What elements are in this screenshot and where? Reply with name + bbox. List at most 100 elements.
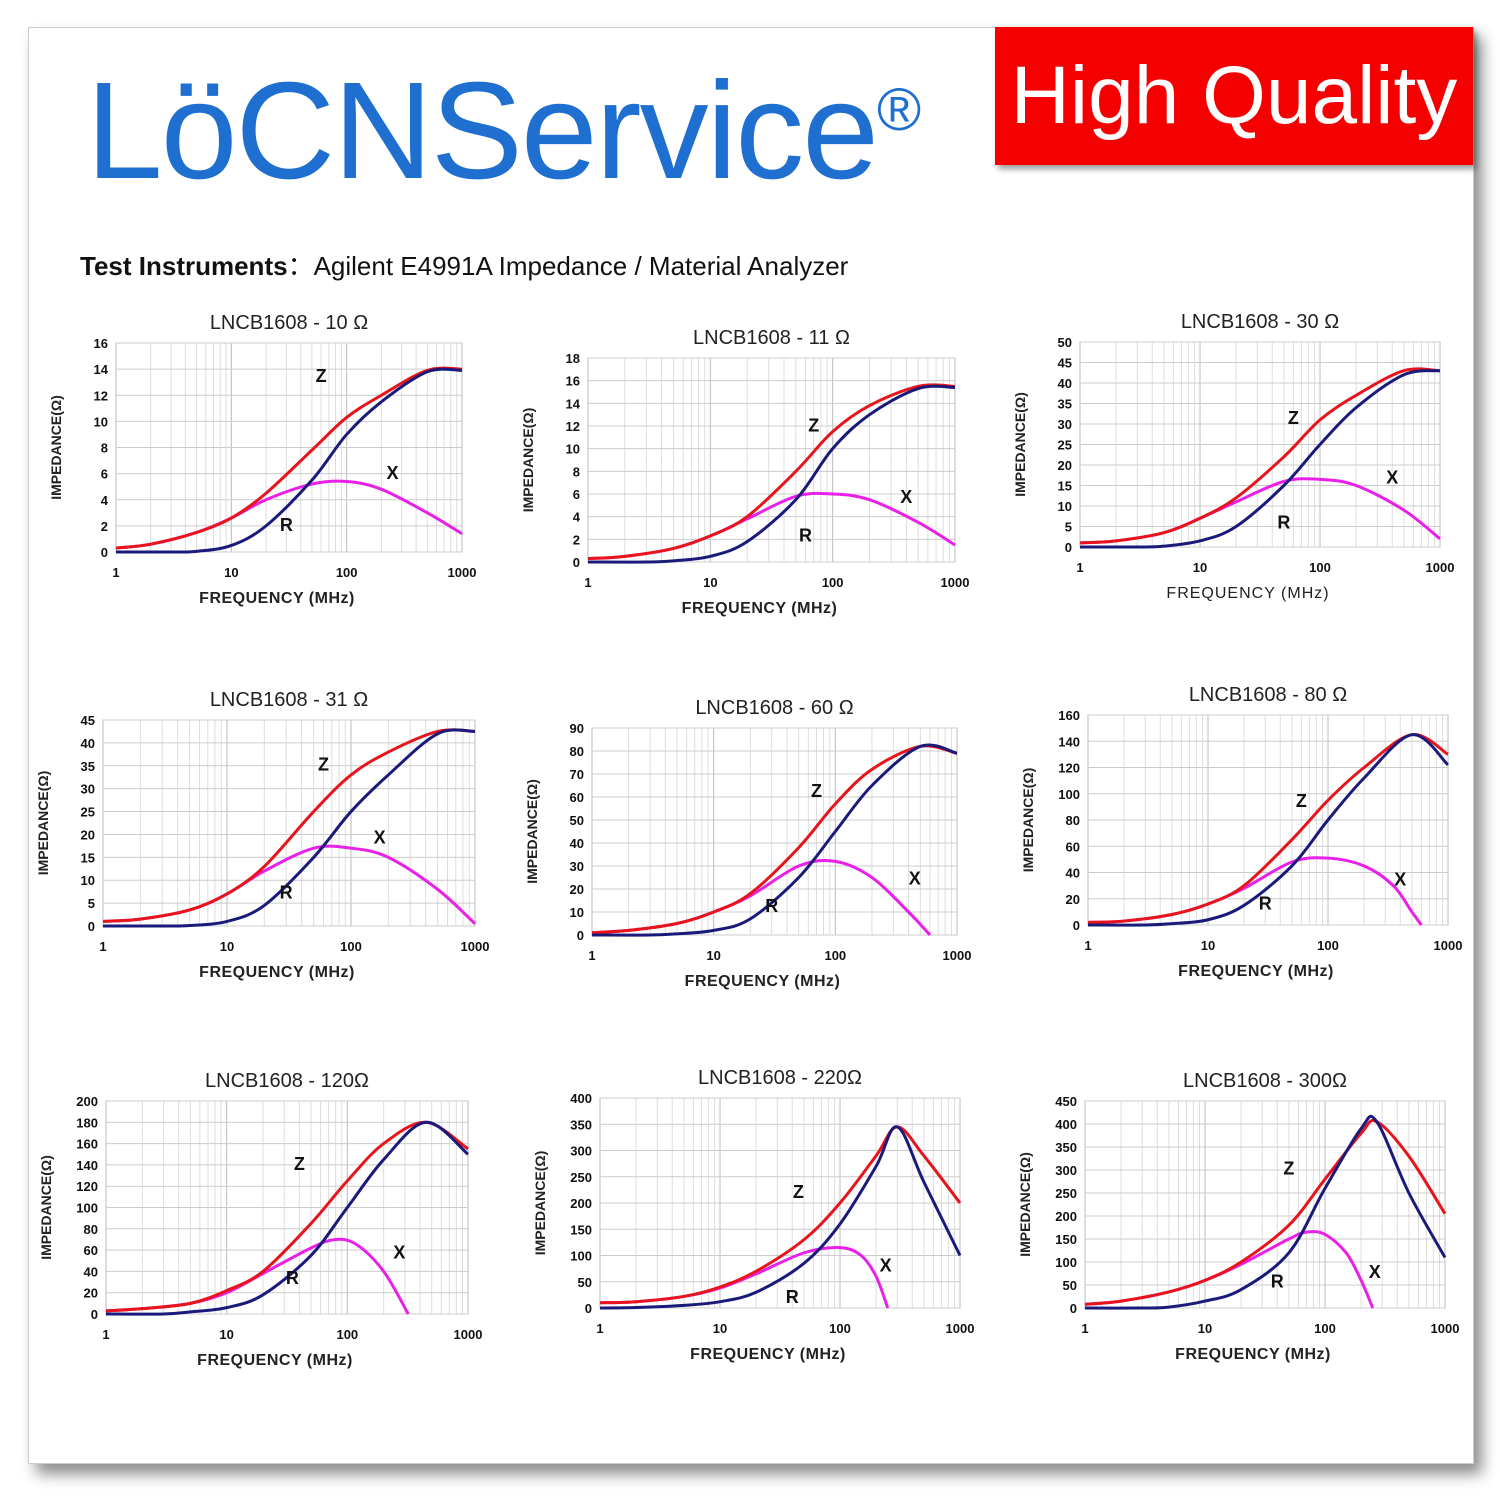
x-tick-label: 100 <box>822 575 844 590</box>
series-line-r <box>599 1125 962 1310</box>
x-tick-label: 1 <box>1076 560 1083 575</box>
x-tick-label: 1 <box>99 939 106 954</box>
series-line-r <box>102 728 476 928</box>
badge-text: High Quality <box>1010 50 1458 141</box>
series-label-z: Z <box>294 1154 305 1174</box>
series-line-r <box>115 367 463 554</box>
y-tick-label: 40 <box>84 1264 98 1279</box>
series-label-x: X <box>1394 870 1406 890</box>
y-tick-label: 45 <box>81 713 95 728</box>
x-tick-label: 1 <box>102 1327 109 1342</box>
x-tick-label: 1 <box>596 1321 603 1336</box>
y-tick-label: 350 <box>570 1117 592 1132</box>
series-label-x: X <box>387 463 399 483</box>
y-tick-label: 16 <box>566 374 580 389</box>
x-axis-label: FREQUENCY (MHz) <box>685 973 841 990</box>
y-tick-label: 16 <box>94 336 108 351</box>
y-tick-label: 25 <box>1058 438 1072 453</box>
x-tick-label: 1 <box>112 565 119 580</box>
y-tick-label: 140 <box>1058 734 1080 749</box>
x-tick-label: 100 <box>1317 938 1339 953</box>
series-line-z <box>587 383 956 561</box>
y-tick-label: 30 <box>1058 417 1072 432</box>
y-tick-label: 250 <box>570 1170 592 1185</box>
y-tick-label: 0 <box>101 545 108 560</box>
y-tick-label: 45 <box>1058 356 1072 371</box>
series-label-r: R <box>765 896 778 916</box>
series-label-r: R <box>786 1287 799 1307</box>
y-tick-label: 6 <box>573 487 580 502</box>
x-tick-label: 1000 <box>1426 560 1455 575</box>
y-axis-label: IMPEDANCE(Ω) <box>520 408 536 513</box>
series-label-r: R <box>280 883 293 903</box>
series-label-x: X <box>393 1243 405 1263</box>
y-tick-label: 450 <box>1055 1094 1077 1109</box>
chart-title: LNCB1608 - 30 Ω <box>1181 311 1339 333</box>
y-tick-label: 90 <box>570 721 584 736</box>
x-tick-label: 10 <box>1201 938 1215 953</box>
chart-4: 1 10 100 1000 0 5 10 15 20 25 30 35 40 45 LNCB1608 - 3… <box>35 689 489 981</box>
chart-5: 1 10 100 1000 0 10 20 30 40 50 60 70 80 90 LNCB1608 - … <box>524 697 971 990</box>
x-tick-label: 1 <box>1081 1321 1088 1336</box>
y-tick-label: 10 <box>94 414 108 429</box>
chart-7: 1 10 100 1000 0 20 40 60 80 100 120 140 160 180 200 LNC… <box>38 1070 482 1369</box>
y-tick-label: 0 <box>1073 918 1080 933</box>
y-axis-label: IMPEDANCE(Ω) <box>1017 1152 1033 1257</box>
x-tick-label: 1000 <box>454 1327 483 1342</box>
y-tick-label: 100 <box>570 1249 592 1264</box>
series-label-r: R <box>1277 513 1290 533</box>
y-tick-label: 10 <box>566 442 580 457</box>
y-tick-label: 20 <box>1058 458 1072 473</box>
series-label-x: X <box>374 828 386 848</box>
y-tick-label: 0 <box>91 1307 98 1322</box>
x-axis-label: FREQUENCY (MHz) <box>690 1346 846 1363</box>
x-tick-label: 100 <box>336 565 358 580</box>
y-tick-label: 400 <box>1055 1117 1077 1132</box>
series-label-r: R <box>1271 1271 1284 1291</box>
series-label-z: Z <box>1296 791 1307 811</box>
y-tick-label: 14 <box>566 396 581 411</box>
x-tick-label: 1 <box>588 948 595 963</box>
y-tick-label: 80 <box>1066 813 1080 828</box>
y-tick-label: 120 <box>1058 761 1080 776</box>
instruments-separator: ： <box>287 251 314 281</box>
x-tick-label: 1000 <box>943 948 972 963</box>
y-tick-label: 20 <box>1066 892 1080 907</box>
x-tick-label: 100 <box>829 1321 851 1336</box>
series-line-r <box>1084 1114 1447 1310</box>
x-axis-label: FREQUENCY (MHz) <box>197 1352 353 1369</box>
x-tick-label: 10 <box>713 1321 727 1336</box>
y-tick-label: 35 <box>81 759 95 774</box>
y-tick-label: 120 <box>76 1179 98 1194</box>
y-tick-label: 250 <box>1055 1186 1077 1201</box>
y-tick-label: 0 <box>1065 540 1072 555</box>
y-tick-label: 50 <box>1063 1278 1077 1293</box>
x-tick-label: 1000 <box>941 575 970 590</box>
y-tick-label: 200 <box>1055 1209 1077 1224</box>
x-tick-label: 100 <box>824 948 846 963</box>
series-label-z: Z <box>318 754 329 774</box>
x-axis-label: FREQUENCY (MHz) <box>199 590 355 607</box>
chart-title: LNCB1608 - 31 Ω <box>210 689 368 711</box>
y-axis-label: IMPEDANCE(Ω) <box>1012 392 1028 497</box>
y-tick-label: 160 <box>76 1137 98 1152</box>
y-tick-label: 20 <box>81 827 95 842</box>
y-tick-label: 20 <box>84 1286 98 1301</box>
high-quality-badge: High Quality <box>995 27 1473 165</box>
chart-title: LNCB1608 - 220Ω <box>698 1067 862 1089</box>
series-line-z <box>1087 733 1449 924</box>
x-tick-label: 10 <box>1193 560 1207 575</box>
y-tick-label: 8 <box>101 441 108 456</box>
series-line-r <box>591 743 958 937</box>
y-tick-label: 15 <box>81 850 95 865</box>
chart-9: 1 10 100 1000 0 50 100 150 200 250 300 350 400 450 LNC… <box>1017 1070 1459 1363</box>
x-tick-label: 100 <box>1314 1321 1336 1336</box>
series-label-x: X <box>900 487 912 507</box>
series-label-z: Z <box>1288 408 1299 428</box>
y-tick-label: 15 <box>1058 479 1072 494</box>
x-axis-label: FREQUENCY (MHz) <box>1166 585 1329 602</box>
y-tick-label: 4 <box>101 493 109 508</box>
series-line-z <box>102 728 476 923</box>
y-tick-label: 14 <box>94 362 109 377</box>
